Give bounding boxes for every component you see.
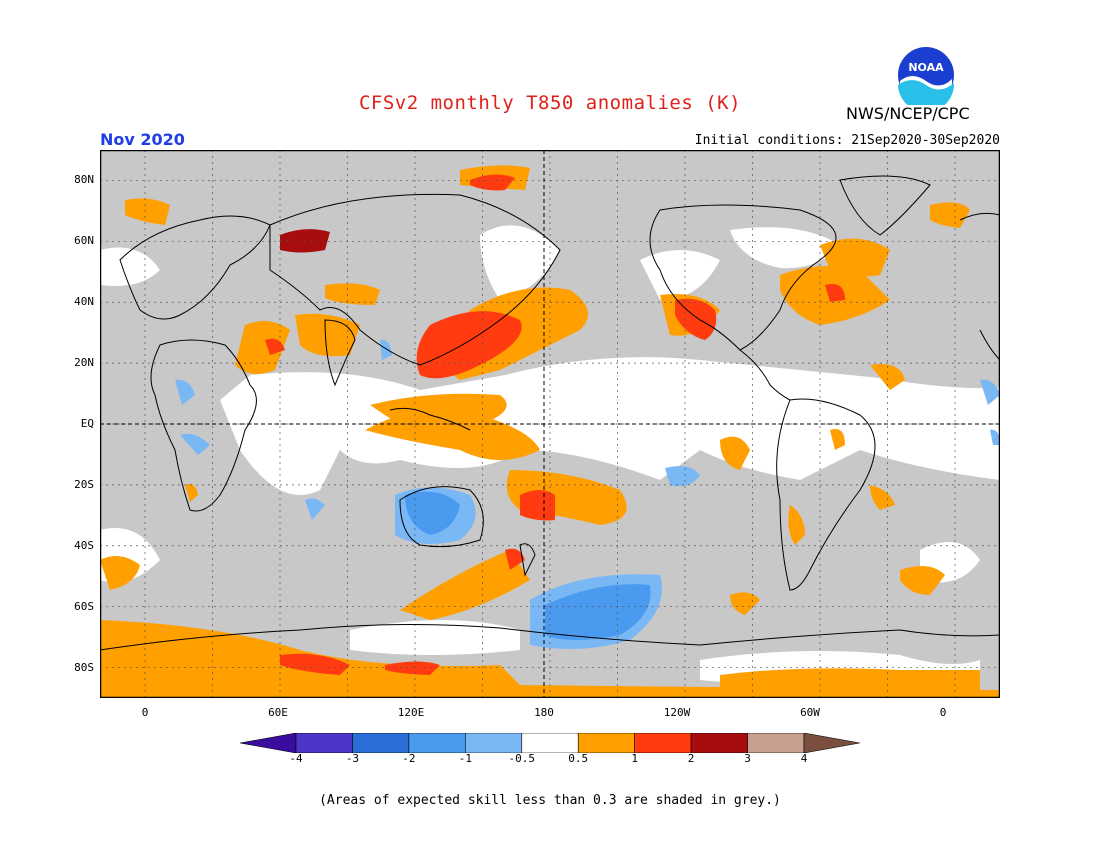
coast-africa xyxy=(150,339,257,512)
graticule xyxy=(100,150,1000,698)
colorbar-tick-label: 4 xyxy=(800,752,808,765)
lat-label: 60S xyxy=(74,600,94,613)
colorbar-cell xyxy=(408,733,466,753)
lat-label: EQ xyxy=(80,417,94,430)
colorbar-cell xyxy=(295,733,353,753)
coast-north-america xyxy=(649,204,837,351)
colorbar-cell xyxy=(465,733,523,753)
anomaly-neg1-to-neg2 xyxy=(405,491,651,640)
coast-europe xyxy=(119,215,271,320)
forecast-month: Nov 2020 xyxy=(100,130,185,149)
colorbar xyxy=(240,733,860,753)
chart-title: CFSv2 monthly T850 anomalies (K) xyxy=(358,92,742,114)
lon-label: 120E xyxy=(397,706,425,719)
lat-label: 20N xyxy=(74,356,94,369)
lat-label: 20S xyxy=(74,478,94,491)
coast-greenland xyxy=(839,175,931,236)
coast-indonesia xyxy=(389,407,471,431)
lat-label: 80S xyxy=(74,661,94,674)
coast-new-zealand xyxy=(519,543,536,577)
colorbar-extend-low xyxy=(240,733,297,753)
colorbar-tick-label: -3 xyxy=(345,752,360,765)
coast-india xyxy=(324,319,356,387)
lat-label: 80N xyxy=(74,173,94,186)
noaa-logo: NOAA xyxy=(896,45,956,113)
coast-australia xyxy=(399,486,484,548)
agency-label: NWS/NCEP/CPC xyxy=(846,104,970,123)
colorbar-cell xyxy=(690,733,748,753)
coastlines xyxy=(100,175,1000,651)
lon-label: 120W xyxy=(663,706,691,719)
lat-label: 40N xyxy=(74,295,94,308)
noaa-logo-text: NOAA xyxy=(908,61,944,74)
lat-label: 40S xyxy=(74,539,94,552)
coast-south-america xyxy=(776,398,876,591)
coast-europe-repeat xyxy=(959,212,1000,361)
colorbar-tick-label: -2 xyxy=(402,752,416,765)
skill-footnote: (Areas of expected skill less than 0.3 a… xyxy=(319,793,781,808)
colorbar-tick-label: -0.5 xyxy=(508,752,536,765)
colorbar-cell xyxy=(577,733,635,753)
lat-label: 60N xyxy=(74,234,94,247)
lon-label: 180 xyxy=(534,706,554,719)
colorbar-cell xyxy=(634,733,692,753)
coast-central-america xyxy=(739,349,791,401)
anomaly-2-to-3 xyxy=(280,229,330,253)
colorbar-tick-label: -1 xyxy=(458,752,472,765)
colorbar-cell xyxy=(521,733,579,753)
colorbar-cell xyxy=(747,733,805,753)
colorbar-extend-high xyxy=(803,733,860,753)
colorbar-tick-label: 2 xyxy=(687,752,695,765)
lon-label: 0 xyxy=(141,706,149,719)
anomaly-map xyxy=(100,150,1000,698)
anomaly-0p5-to-1 xyxy=(100,165,1000,698)
colorbar-tick-label: 1 xyxy=(631,752,638,765)
colorbar-tick-label: -4 xyxy=(289,752,303,765)
colorbar-tick-label: 0.5 xyxy=(568,752,589,765)
lon-label: 60W xyxy=(800,706,820,719)
coast-asia xyxy=(269,193,561,366)
map-frame xyxy=(100,150,1000,698)
colorbar-cell xyxy=(352,733,410,753)
colorbar-tick-label: 3 xyxy=(744,752,751,765)
coast-antarctica xyxy=(100,623,1000,651)
lon-label: 0 xyxy=(939,706,947,719)
lon-label: 60E xyxy=(268,706,288,719)
initial-conditions: Initial conditions: 21Sep2020-30Sep2020 xyxy=(694,133,1000,148)
